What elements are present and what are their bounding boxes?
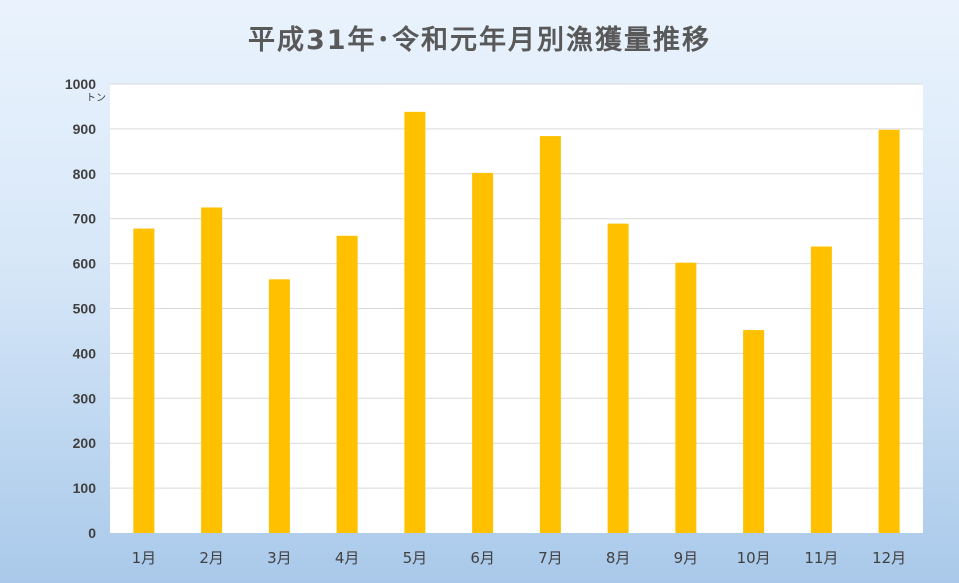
x-tick-label: 2月	[199, 549, 224, 567]
y-tick-label: 300	[73, 390, 97, 406]
y-tick-label: 1000	[65, 76, 96, 92]
x-tick-label: 11月	[804, 549, 838, 567]
bar-1月	[133, 228, 155, 533]
y-tick-label: 900	[73, 121, 97, 137]
y-tick-label: 100	[73, 480, 97, 496]
x-tick-label: 9月	[674, 549, 699, 567]
y-tick-label: 800	[73, 166, 97, 182]
y-tick-label: 400	[73, 345, 97, 361]
y-tick-label: 500	[73, 301, 97, 317]
x-tick-label: 1月	[132, 549, 157, 567]
bar-11月	[810, 246, 832, 533]
bar-4月	[336, 235, 358, 533]
x-tick-label: 5月	[403, 549, 428, 567]
y-unit-label: トン	[86, 93, 106, 104]
bar-12月	[878, 129, 900, 533]
bar-3月	[268, 279, 290, 533]
bar-2月	[201, 207, 223, 533]
bar-7月	[539, 136, 561, 534]
y-tick-label: 700	[73, 211, 97, 227]
x-tick-label: 10月	[737, 549, 771, 567]
bar-6月	[472, 172, 494, 534]
x-tick-label: 4月	[335, 549, 360, 567]
y-tick-label: 200	[73, 435, 97, 451]
x-tick-label: 12月	[872, 549, 906, 567]
y-tick-label: 0	[88, 525, 96, 541]
x-tick-label: 6月	[470, 549, 495, 567]
bar-10月	[743, 330, 765, 533]
bar-9月	[675, 262, 697, 533]
y-tick-label: 600	[73, 256, 97, 272]
bar-8月	[607, 223, 629, 533]
chart-title: 平成31年･令和元年月別漁獲量推移	[247, 25, 712, 56]
x-tick-label: 7月	[538, 549, 563, 567]
x-tick-label: 3月	[267, 549, 292, 567]
x-tick-label: 8月	[606, 549, 631, 567]
bar-5月	[404, 111, 426, 533]
